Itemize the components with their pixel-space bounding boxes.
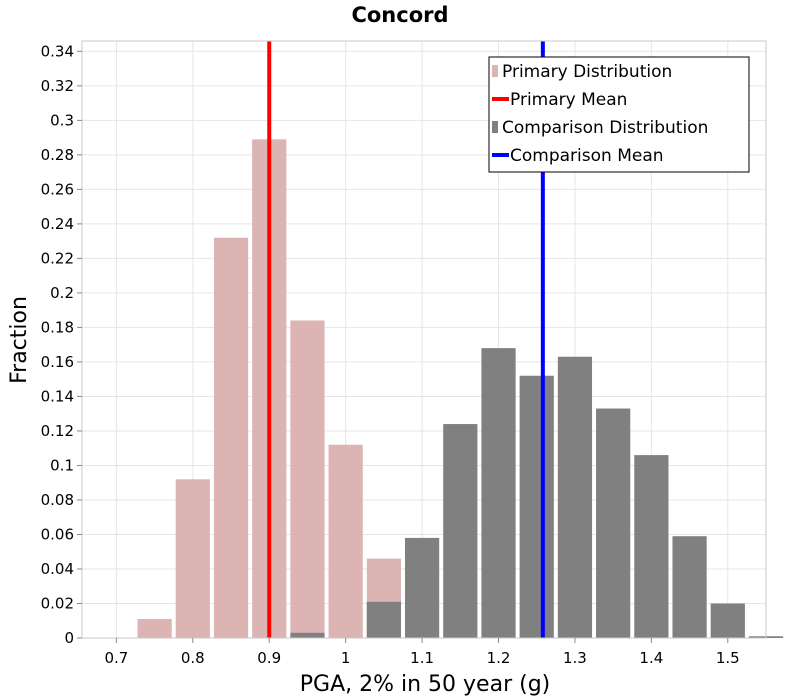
y-tick-label: 0.16 xyxy=(41,353,74,371)
comparison-bar xyxy=(672,536,707,638)
x-tick-label: 0.9 xyxy=(257,649,281,667)
legend-label: Primary Mean xyxy=(510,90,627,110)
y-tick-label: 0.28 xyxy=(41,146,74,164)
y-tick-label: 0.1 xyxy=(50,456,74,474)
comparison-bar xyxy=(404,537,440,638)
legend-label: Comparison Mean xyxy=(510,146,664,166)
y-tick-label: 0.02 xyxy=(41,594,74,612)
comparison-bar xyxy=(443,424,478,638)
y-tick-label: 0.2 xyxy=(50,284,74,302)
legend-label: Comparison Distribution xyxy=(502,118,708,138)
comparison-bar xyxy=(366,601,401,638)
y-tick-label: 0.3 xyxy=(50,111,74,129)
legend: Primary Distribution Primary Mean Comparis… xyxy=(488,56,750,173)
comparison-bar xyxy=(481,348,516,638)
y-tick-label: 0.08 xyxy=(41,491,74,509)
x-axis-ticks: 0.7 0.8 0.9 1 1.1 1.2 1.3 1.4 1.5 xyxy=(104,638,740,667)
x-tick-label: 1.5 xyxy=(716,649,740,667)
y-tick-label: 0 xyxy=(64,629,74,647)
x-tick-label: 1.3 xyxy=(563,649,587,667)
x-tick-label: 1.1 xyxy=(410,649,434,667)
plot-frame xyxy=(81,40,767,639)
x-tick-label: 1 xyxy=(341,649,351,667)
primary-bar xyxy=(175,479,210,638)
legend-label: Primary Distribution xyxy=(502,62,672,82)
y-tick-label: 0.34 xyxy=(41,42,74,60)
x-tick-label: 0.8 xyxy=(181,649,205,667)
comparison-bar xyxy=(634,455,669,638)
comparison-bar xyxy=(596,408,631,638)
comparison-bar xyxy=(557,356,593,638)
primary-bar xyxy=(137,619,172,638)
y-tick-label: 0.04 xyxy=(41,560,74,578)
y-tick-label: 0.26 xyxy=(41,180,74,198)
x-axis-label: PGA, 2% in 50 year (g) xyxy=(300,672,551,697)
y-tick-label: 0.24 xyxy=(41,215,74,233)
y-axis-ticks: 0 0.02 0.04 0.06 0.08 0.1 0.12 0.14 0.16 0.18 0.2 0… xyxy=(41,42,82,647)
comparison-bar xyxy=(290,632,325,638)
comparison-bar xyxy=(519,375,554,638)
y-tick-label: 0.14 xyxy=(41,387,74,405)
legend-swatch xyxy=(492,121,498,133)
x-tick-label: 1.4 xyxy=(639,649,663,667)
primary-bar xyxy=(213,237,249,639)
bars xyxy=(137,139,784,639)
legend-swatch xyxy=(492,65,498,77)
y-tick-label: 0.22 xyxy=(41,249,74,267)
y-tick-label: 0.32 xyxy=(41,77,74,95)
x-tick-label: 0.7 xyxy=(104,649,128,667)
primary-bar xyxy=(290,320,325,638)
y-axis-label: Fraction xyxy=(7,296,32,384)
chart-title: Concord xyxy=(351,3,448,27)
legend-box xyxy=(488,56,750,173)
y-tick-label: 0.18 xyxy=(41,318,74,336)
comparison-bar xyxy=(710,603,745,638)
primary-bar xyxy=(328,444,363,638)
y-tick-label: 0.12 xyxy=(41,422,74,440)
y-tick-label: 0.06 xyxy=(41,525,74,543)
x-tick-label: 1.2 xyxy=(487,649,511,667)
